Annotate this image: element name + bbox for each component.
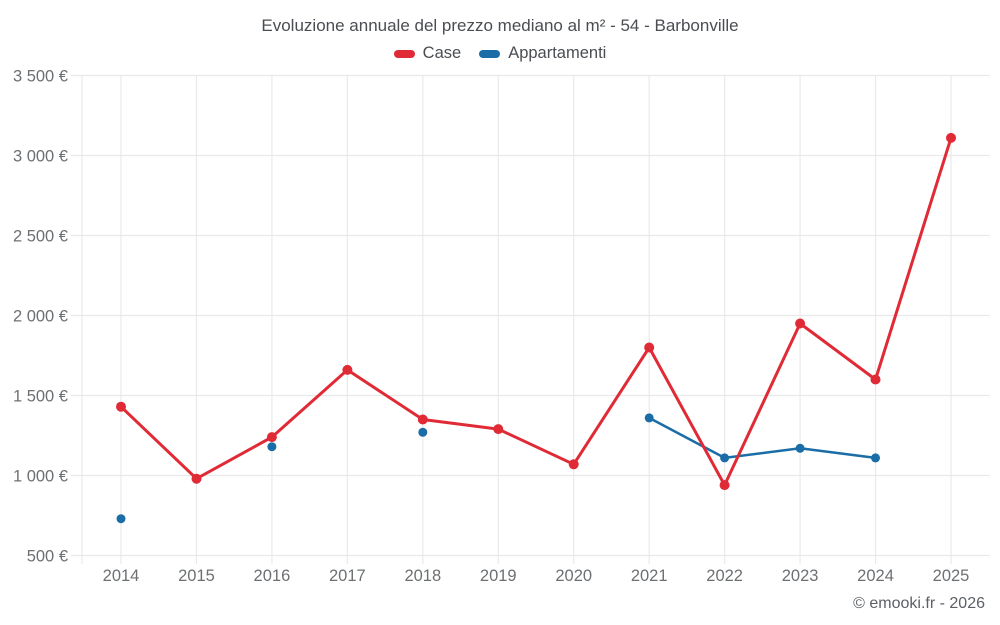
case-point-2020[interactable]	[568, 459, 579, 470]
x-axis-tick-label: 2025	[933, 567, 970, 585]
case-series-swatch-icon	[393, 49, 415, 58]
case-point-2014[interactable]	[116, 401, 126, 412]
x-axis-tick-label: 2024	[857, 567, 894, 585]
appartamenti-point-2016[interactable]	[267, 442, 277, 452]
case-point-2023[interactable]	[795, 318, 806, 329]
case-point-2018[interactable]	[417, 414, 428, 425]
chart-title: Evoluzione annuale del prezzo mediano al…	[261, 16, 739, 35]
legend-label-appartamenti: Appartamenti	[508, 44, 607, 62]
x-axis-tick-label: 2016	[254, 567, 291, 585]
y-axis-tick-label: 1 000 €	[13, 468, 68, 486]
x-axis-tick-label: 2021	[631, 567, 668, 585]
chart-footer-credit: © emooki.fr - 2026	[853, 595, 985, 612]
x-axis-tick-label: 2020	[555, 567, 592, 585]
legend-label-case: Case	[422, 44, 462, 62]
case-point-2019[interactable]	[493, 424, 504, 435]
case-point-2015[interactable]	[191, 473, 202, 484]
chart-legend: Case Appartamenti	[0, 44, 1000, 63]
y-axis-tick-label: 3 000 €	[13, 148, 68, 166]
x-axis-tick-label: 2022	[706, 567, 743, 585]
y-axis-tick-label: 1 500 €	[13, 388, 68, 406]
appartamenti-point-2022[interactable]	[720, 453, 730, 463]
y-axis-tick-label: 2 000 €	[13, 308, 68, 326]
appartamenti-series-swatch-icon	[479, 49, 501, 58]
case-point-2022[interactable]	[719, 480, 730, 491]
x-axis-tick-label: 2019	[480, 567, 517, 585]
x-axis-tick-label: 2014	[103, 567, 140, 585]
appartamenti-point-2023[interactable]	[795, 443, 805, 453]
x-axis-tick-label: 2018	[404, 567, 441, 585]
y-axis-tick-label: 3 500 €	[13, 68, 68, 86]
case-point-2016[interactable]	[266, 432, 277, 443]
x-axis-tick-label: 2017	[329, 567, 366, 585]
case-point-2017[interactable]	[342, 364, 353, 375]
appartamenti-point-2021[interactable]	[644, 413, 654, 423]
appartamenti-point-2024[interactable]	[871, 453, 880, 463]
appartamenti-point-2018[interactable]	[418, 427, 428, 437]
case-point-2025[interactable]	[946, 132, 956, 143]
x-axis-tick-label: 2015	[178, 567, 215, 585]
x-axis-tick-label: 2023	[782, 567, 819, 585]
legend-item-case[interactable]: Case	[393, 44, 462, 63]
case-series-line	[119, 136, 953, 487]
appartamenti-series-line	[647, 416, 877, 460]
appartamenti-point-2014[interactable]	[116, 514, 126, 524]
case-point-2021[interactable]	[644, 342, 655, 353]
y-axis-tick-label: 500 €	[27, 548, 68, 566]
y-axis-tick-label: 2 500 €	[13, 228, 68, 246]
legend-item-appartamenti[interactable]: Appartamenti	[479, 44, 606, 63]
case-point-2024[interactable]	[870, 374, 881, 385]
